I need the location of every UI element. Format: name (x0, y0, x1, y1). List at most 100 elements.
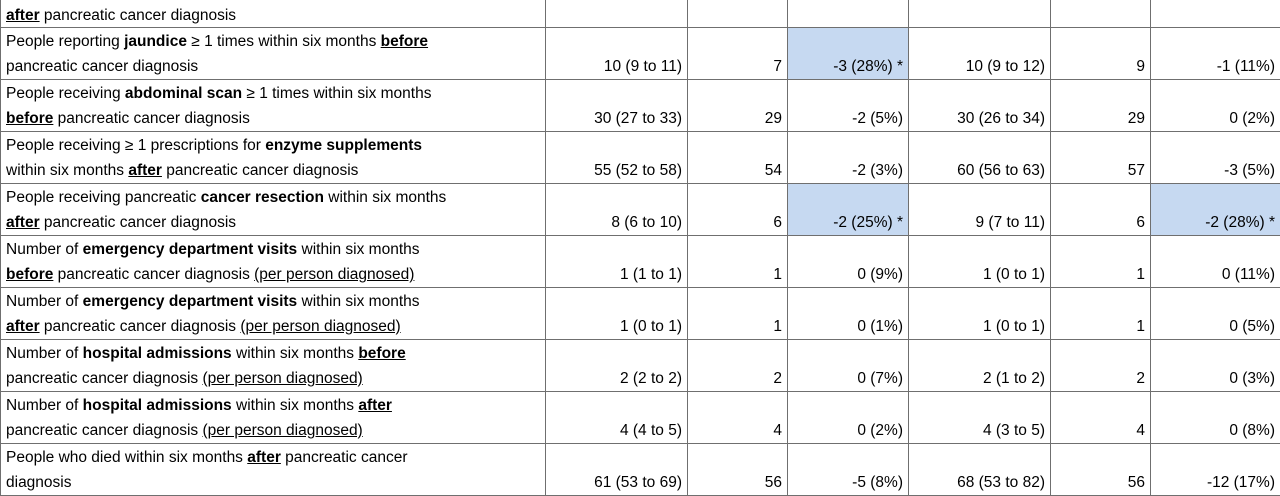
label-segment: pancreatic cancer diagnosis (40, 214, 236, 231)
label-segment: within six months (232, 397, 359, 414)
value-cell: 1 (1 to 1) (546, 236, 688, 288)
label-segment: Number of (6, 345, 83, 362)
label-line: pancreatic cancer diagnosis (per person … (6, 366, 540, 391)
label-line: before pancreatic cancer diagnosis (6, 106, 540, 131)
value-cell (1151, 0, 1280, 28)
label-segment: jaundice (124, 33, 187, 50)
label-segment: enzyme supplements (265, 137, 422, 154)
label-segment: pancreatic cancer diagnosis (6, 58, 198, 75)
label-segment: Number of (6, 397, 83, 414)
row-label: People who died within six months after … (1, 444, 546, 496)
label-segment: pancreatic cancer diagnosis (40, 318, 241, 335)
label-segment: pancreatic cancer diagnosis (40, 7, 236, 24)
label-segment: after (6, 7, 40, 24)
value-cell: 0 (2%) (788, 392, 909, 444)
value-cell: 10 (9 to 11) (546, 28, 688, 80)
table-row: Number of hospital admissions within six… (1, 392, 1280, 444)
label-line: within six months after pancreatic cance… (6, 158, 540, 183)
value-cell: 30 (26 to 34) (909, 80, 1051, 132)
highlighted-value-cell: -2 (25%) * (788, 184, 909, 236)
label-segment: within six months (297, 293, 419, 310)
value-cell: 8 (6 to 10) (546, 184, 688, 236)
label-line: People receiving pancreatic cancer resec… (6, 185, 540, 210)
table-row: People receiving abdominal scan ≥ 1 time… (1, 80, 1280, 132)
row-label: Number of emergency department visits wi… (1, 288, 546, 340)
label-line: pancreatic cancer diagnosis (per person … (6, 418, 540, 443)
table-row: People who died within six months after … (1, 444, 1280, 496)
label-line: Number of hospital admissions within six… (6, 393, 540, 418)
label-segment: pancreatic cancer diagnosis (162, 162, 358, 179)
value-cell: 56 (688, 444, 788, 496)
label-line: Number of emergency department visits wi… (6, 289, 540, 314)
table-row: People receiving ≥ 1 prescriptions for e… (1, 132, 1280, 184)
label-line: after pancreatic cancer diagnosis (6, 210, 540, 235)
value-cell: 29 (688, 80, 788, 132)
label-line: Number of emergency department visits wi… (6, 237, 540, 262)
label-line: Number of hospital admissions within six… (6, 341, 540, 366)
label-segment: pancreatic cancer diagnosis (53, 266, 254, 283)
value-cell: 2 (1 to 2) (909, 340, 1051, 392)
label-segment: after (128, 162, 162, 179)
label-segment: emergency department visits (83, 293, 298, 310)
label-segment: pancreatic cancer (281, 449, 408, 466)
label-segment: emergency department visits (83, 241, 298, 258)
value-cell: 57 (1051, 132, 1151, 184)
label-segment: (per person diagnosed) (202, 370, 362, 387)
value-cell: 2 (2 to 2) (546, 340, 688, 392)
value-cell: 55 (52 to 58) (546, 132, 688, 184)
value-cell: 1 (688, 288, 788, 340)
value-cell: -5 (8%) (788, 444, 909, 496)
value-cell (546, 0, 688, 28)
table-row: People reporting jaundice ≥ 1 times with… (1, 28, 1280, 80)
value-cell: 7 (688, 28, 788, 80)
label-segment: ≥ 1 times within six months (242, 85, 431, 102)
value-cell: 0 (11%) (1151, 236, 1280, 288)
value-cell: 30 (27 to 33) (546, 80, 688, 132)
table-row: Number of emergency department visits wi… (1, 288, 1280, 340)
value-cell: 0 (2%) (1151, 80, 1280, 132)
value-cell: 4 (1051, 392, 1151, 444)
value-cell: -12 (17%) (1151, 444, 1280, 496)
table-row: People receiving pancreatic cancer resec… (1, 184, 1280, 236)
label-line: People receiving ≥ 1 prescriptions for e… (6, 133, 540, 158)
value-cell: 6 (688, 184, 788, 236)
value-cell: 9 (7 to 11) (909, 184, 1051, 236)
value-cell: 1 (0 to 1) (909, 236, 1051, 288)
row-label: Number of hospital admissions within six… (1, 340, 546, 392)
row-label: People receiving abdominal scan ≥ 1 time… (1, 80, 546, 132)
value-cell: 1 (1051, 236, 1151, 288)
value-cell: 1 (688, 236, 788, 288)
value-cell: 0 (5%) (1151, 288, 1280, 340)
value-cell: 0 (3%) (1151, 340, 1280, 392)
label-segment: People receiving (6, 85, 125, 102)
label-segment: ≥ 1 times within six months (187, 33, 381, 50)
label-segment: after (6, 318, 40, 335)
label-segment: pancreatic cancer diagnosis (53, 110, 249, 127)
value-cell: 9 (1051, 28, 1151, 80)
row-label: People receiving ≥ 1 prescriptions for e… (1, 132, 546, 184)
label-segment: within six months (6, 162, 128, 179)
label-segment: pancreatic cancer diagnosis (6, 370, 202, 387)
table-row: Number of hospital admissions within six… (1, 340, 1280, 392)
value-cell: -2 (5%) (788, 80, 909, 132)
label-line: after pancreatic cancer diagnosis (6, 4, 540, 27)
label-segment: before (6, 110, 53, 127)
label-segment: within six months (324, 189, 446, 206)
label-segment: (per person diagnosed) (240, 318, 400, 335)
label-segment: within six months (232, 345, 359, 362)
label-segment: People receiving pancreatic (6, 189, 201, 206)
row-label: Number of hospital admissions within six… (1, 392, 546, 444)
label-segment: before (381, 33, 428, 50)
label-segment: abdominal scan (125, 85, 242, 102)
label-segment: Number of (6, 293, 83, 310)
value-cell: 0 (8%) (1151, 392, 1280, 444)
value-cell: -1 (11%) (1151, 28, 1280, 80)
value-cell: 54 (688, 132, 788, 184)
value-cell: 1 (0 to 1) (546, 288, 688, 340)
value-cell: 4 (688, 392, 788, 444)
label-segment: diagnosis (6, 474, 72, 491)
label-line: after pancreatic cancer diagnosis (per p… (6, 314, 540, 339)
value-cell (688, 0, 788, 28)
